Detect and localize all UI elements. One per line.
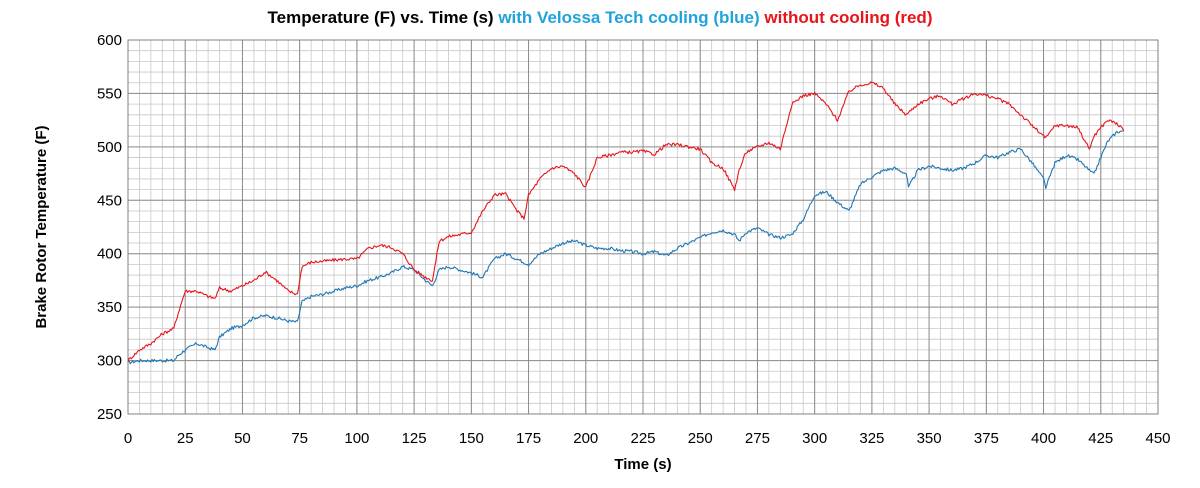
y-tick-label: 500 — [97, 139, 122, 156]
x-tick-label: 375 — [974, 430, 999, 447]
x-tick-label: 25 — [177, 430, 194, 447]
x-tick-label: 0 — [124, 430, 132, 447]
x-tick-label: 125 — [402, 430, 427, 447]
series-line-without-cooling — [127, 81, 1125, 362]
x-tick-label: 175 — [516, 430, 541, 447]
x-tick-label: 200 — [573, 430, 598, 447]
title-part-main: Temperature (F) vs. Time (s) — [267, 8, 499, 27]
y-tick-label: 550 — [97, 85, 122, 102]
x-tick-label: 450 — [1145, 430, 1170, 447]
x-tick-labels: 0 25 50 75 100 125 150 175 200 225 250 275 300 325 350… — [124, 430, 1171, 447]
y-axis-label: Brake Rotor Temperature (F) — [33, 125, 50, 328]
x-tick-label: 325 — [859, 430, 884, 447]
x-tick-label: 100 — [344, 430, 369, 447]
x-tick-label: 225 — [630, 430, 655, 447]
series-layer — [127, 81, 1125, 365]
x-tick-label: 75 — [291, 430, 308, 447]
x-tick-label: 50 — [234, 430, 251, 447]
y-tick-label: 450 — [97, 192, 122, 209]
chart-title: Temperature (F) vs. Time (s) with Veloss… — [0, 8, 1200, 28]
x-axis-label: Time (s) — [614, 456, 671, 473]
x-tick-label: 300 — [802, 430, 827, 447]
series-line-with-cooling — [127, 130, 1124, 365]
title-part-cooling: with Velossa Tech cooling (blue) — [498, 8, 760, 27]
y-tick-label: 250 — [97, 406, 122, 423]
y-tick-label: 300 — [97, 353, 122, 370]
x-tick-label: 350 — [917, 430, 942, 447]
y-tick-label: 400 — [97, 246, 122, 263]
x-tick-label: 275 — [745, 430, 770, 447]
x-tick-label: 150 — [459, 430, 484, 447]
title-part-no-cooling: without cooling (red) — [759, 8, 933, 27]
y-tick-label: 350 — [97, 299, 122, 316]
x-tick-label: 250 — [688, 430, 713, 447]
y-tick-labels: 250 300 350 400 450 500 550 600 — [97, 32, 122, 423]
x-tick-label: 425 — [1088, 430, 1113, 447]
plot-frame — [127, 39, 1159, 415]
major-grid — [127, 39, 1159, 415]
y-tick-label: 600 — [97, 32, 122, 49]
x-tick-label: 400 — [1031, 430, 1056, 447]
